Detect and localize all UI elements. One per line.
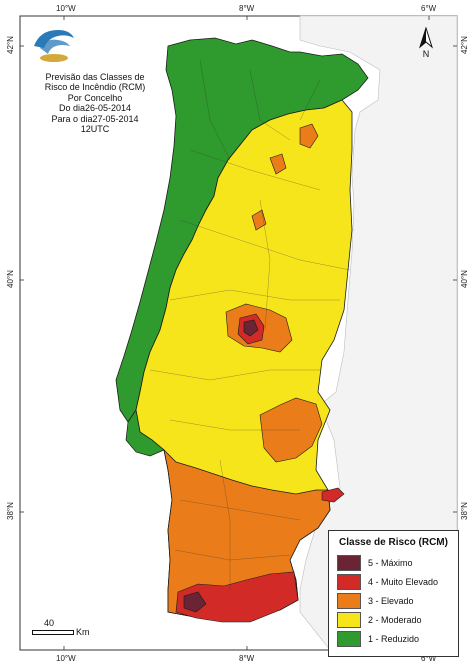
title-line-4: Do dia26-05-2014 (58, 103, 132, 114)
title-line-6: 12UTC (80, 124, 110, 135)
ipma-logo (34, 30, 74, 62)
title-line-1: Previsão das Classes de (45, 72, 145, 82)
region-maximo-center (243, 319, 259, 337)
legend-item-muito-elevado: 4 - Muito Elevado (337, 572, 458, 591)
legend-label: 1 - Reduzido (368, 633, 420, 644)
scale-bar: 40 Km (30, 618, 120, 638)
legend-swatch (337, 573, 361, 590)
legend-label: 4 - Muito Elevado (368, 576, 439, 587)
title-line-3: Por Concelho (67, 92, 123, 103)
legend-item-reduzido: 1 - Reduzido (337, 629, 458, 648)
bottom-lon-label-3: 6°W (421, 654, 437, 663)
legend-swatch (337, 554, 361, 571)
bottom-lon-label-2: 8°W (239, 654, 255, 663)
top-lon-label-3: 6°W (421, 4, 437, 13)
top-lon-label-1: 10°W (56, 4, 76, 13)
legend-swatch (337, 592, 361, 609)
title-line-2: Risco de Incêndio (RCM) (44, 82, 146, 93)
scale-bar-graphic (32, 630, 74, 635)
legend-swatch (337, 630, 361, 647)
legend-label: 5 - Máximo (368, 557, 413, 568)
region-elevado-north-2 (269, 153, 287, 175)
north-arrow-icon (419, 26, 433, 49)
left-lat-label-2: 40°N (6, 270, 15, 288)
legend-label: 2 - Moderado (368, 614, 422, 625)
legend-item-elevado: 3 - Elevado (337, 591, 458, 610)
region-muito-elevado-east (321, 487, 345, 503)
region-muito-elevado-algarve (175, 571, 299, 623)
right-lat-label-1: 42°N (460, 36, 469, 54)
region-reduzido-lisbon (125, 409, 165, 457)
legend: Classe de Risco (RCM) 5 - Máximo 4 - Mui… (328, 530, 459, 657)
title-line-5: Para o dia27-05-2014 (51, 113, 139, 124)
right-lat-label-3: 38°N (460, 502, 469, 520)
right-lat-label-2: 40°N (460, 270, 469, 288)
north-arrow: N (415, 26, 437, 61)
municipality-boundaries (149, 59, 351, 590)
graticule-ticks (20, 16, 457, 650)
legend-title: Classe de Risco (RCM) (339, 537, 448, 548)
legend-item-moderado: 2 - Moderado (337, 610, 458, 629)
legend-label: 3 - Elevado (368, 595, 414, 606)
region-elevado-north-1 (299, 123, 319, 149)
north-label: N (422, 49, 430, 59)
scale-value: 40 (44, 618, 55, 628)
scale-unit: Km (76, 627, 90, 637)
top-lon-label-2: 8°W (239, 4, 255, 13)
left-lat-label-1: 42°N (6, 36, 15, 54)
legend-item-maximo: 5 - Máximo (337, 553, 458, 572)
left-lat-label-3: 38°N (6, 502, 15, 520)
bottom-lon-label-1: 10°W (56, 654, 76, 663)
region-maximo-algarve (183, 591, 207, 613)
legend-swatch (337, 611, 361, 628)
map-title: Previsão das Classes de Risco de Incêndi… (20, 72, 170, 134)
